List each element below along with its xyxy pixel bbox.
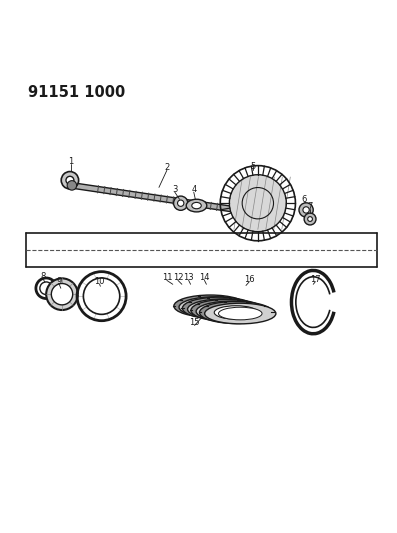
Ellipse shape: [189, 300, 232, 313]
Text: 9: 9: [57, 277, 62, 286]
Text: 7: 7: [307, 202, 313, 211]
Text: 2: 2: [164, 163, 170, 172]
Ellipse shape: [197, 302, 241, 315]
Text: 12: 12: [173, 273, 183, 282]
Circle shape: [173, 196, 188, 211]
Circle shape: [308, 216, 312, 221]
Circle shape: [61, 172, 79, 189]
Text: 13: 13: [183, 273, 194, 282]
Ellipse shape: [186, 199, 207, 212]
Circle shape: [51, 284, 73, 305]
Text: 4: 4: [191, 185, 197, 194]
Text: 14: 14: [199, 273, 210, 282]
Ellipse shape: [200, 302, 272, 324]
Circle shape: [177, 200, 184, 206]
Ellipse shape: [205, 303, 276, 324]
Text: 91151 1000: 91151 1000: [29, 85, 125, 100]
Ellipse shape: [191, 300, 264, 321]
Text: 16: 16: [244, 274, 254, 284]
Ellipse shape: [206, 304, 249, 317]
Text: 10: 10: [94, 277, 105, 286]
Ellipse shape: [192, 203, 201, 209]
Ellipse shape: [193, 301, 236, 313]
Circle shape: [67, 181, 77, 190]
Ellipse shape: [179, 297, 250, 318]
Circle shape: [303, 207, 309, 213]
Polygon shape: [71, 183, 247, 214]
Text: 11: 11: [162, 273, 172, 282]
Circle shape: [229, 175, 286, 232]
Circle shape: [66, 176, 74, 184]
Ellipse shape: [201, 303, 245, 316]
Circle shape: [46, 278, 78, 310]
Text: 17: 17: [310, 274, 320, 284]
Text: 5: 5: [251, 163, 256, 171]
Text: 15: 15: [189, 318, 200, 327]
Ellipse shape: [196, 301, 267, 322]
Ellipse shape: [182, 297, 255, 319]
Ellipse shape: [214, 306, 258, 319]
Ellipse shape: [218, 307, 262, 320]
Text: 6: 6: [302, 195, 307, 204]
Text: 3: 3: [172, 185, 177, 194]
Ellipse shape: [210, 305, 254, 318]
Circle shape: [304, 213, 316, 225]
Text: 1: 1: [69, 157, 74, 166]
Circle shape: [299, 203, 313, 217]
Ellipse shape: [174, 295, 247, 317]
Text: 8: 8: [41, 272, 46, 281]
Ellipse shape: [187, 299, 259, 320]
